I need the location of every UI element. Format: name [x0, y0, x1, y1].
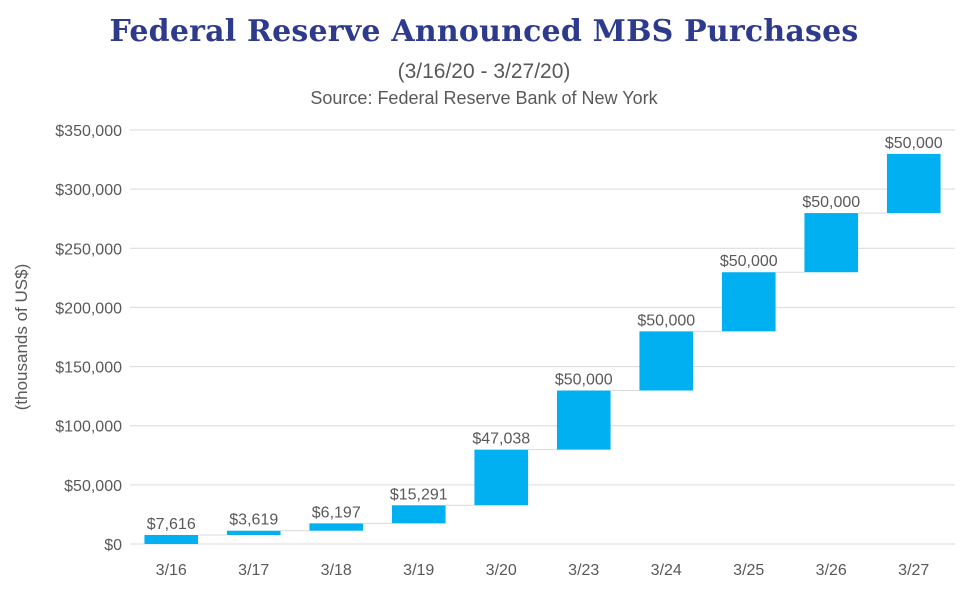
y-tick-label: $0 — [104, 537, 122, 554]
x-tick-label: 3/25 — [733, 562, 764, 579]
chart-source: Source: Federal Reserve Bank of New York — [310, 88, 658, 108]
x-tick-label: 3/26 — [816, 562, 847, 579]
data-labels: $7,616 $3,619 $6,197 $15,291 $47,038 $50,000 $… — [147, 135, 943, 533]
x-tick-label: 3/24 — [651, 562, 682, 579]
x-tick-label: 3/20 — [486, 562, 517, 579]
bar-3-25 — [721, 272, 776, 332]
y-tick-label: $300,000 — [55, 182, 122, 199]
connectors — [198, 212, 887, 536]
data-label: $15,291 — [390, 486, 448, 503]
bars — [144, 153, 941, 544]
chart-subtitle: (3/16/20 - 3/27/20) — [397, 60, 571, 83]
y-tick-label: $250,000 — [55, 241, 122, 258]
x-tick-label: 3/18 — [321, 562, 352, 579]
x-tick-label: 3/17 — [238, 562, 269, 579]
y-axis: $0 $50,000 $100,000 $150,000 $200,000 $250,00… — [55, 123, 122, 554]
bar-3-17 — [226, 530, 281, 535]
x-axis: 3/16 3/17 3/18 3/19 3/20 3/23 3/24 3/25 3/26 3/27 — [156, 562, 930, 579]
data-label: $50,000 — [885, 135, 943, 152]
x-tick-label: 3/27 — [898, 562, 929, 579]
data-label: $50,000 — [720, 253, 778, 270]
chart-title: Federal Reserve Announced MBS Purchases — [109, 14, 859, 49]
y-tick-label: $100,000 — [55, 419, 122, 436]
x-tick-label: 3/16 — [156, 562, 187, 579]
data-label: $47,038 — [472, 431, 530, 448]
data-label: $50,000 — [637, 312, 695, 329]
data-label: $6,197 — [312, 504, 361, 521]
bar-3-26 — [804, 213, 859, 273]
data-label: $7,616 — [147, 516, 196, 533]
data-label: $50,000 — [802, 194, 860, 211]
y-axis-title: (thousands of US$) — [12, 264, 31, 410]
bar-3-23 — [556, 390, 611, 450]
gridlines — [130, 129, 955, 545]
bar-3-24 — [639, 331, 694, 391]
bar-3-18 — [309, 523, 364, 531]
bar-3-19 — [391, 505, 446, 524]
x-tick-label: 3/23 — [568, 562, 599, 579]
y-tick-label: $50,000 — [64, 478, 122, 495]
x-tick-label: 3/19 — [403, 562, 434, 579]
data-label: $50,000 — [555, 372, 613, 389]
bar-3-16 — [144, 534, 199, 544]
y-tick-label: $350,000 — [55, 123, 122, 140]
bar-3-20 — [474, 449, 529, 506]
y-tick-label: $150,000 — [55, 360, 122, 377]
bar-3-27 — [886, 153, 941, 214]
y-tick-label: $200,000 — [55, 300, 122, 317]
data-label: $3,619 — [229, 512, 278, 529]
